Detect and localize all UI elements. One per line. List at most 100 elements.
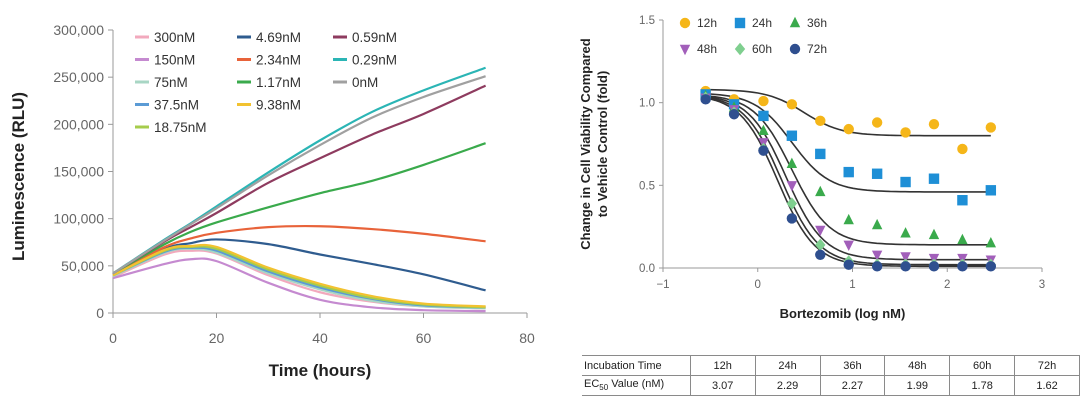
data-point-72h (843, 259, 854, 270)
legend-label: 37.5nM (154, 98, 199, 113)
table-row: Incubation Time 12h 24h 36h 48h 60h 72h (582, 355, 1080, 376)
data-point-72h (728, 109, 740, 120)
data-point-24h (786, 130, 798, 141)
data-point-72h (871, 261, 883, 272)
legend-label: 48h (697, 42, 717, 56)
legend-label: 72h (807, 42, 827, 56)
fit-curve-24h (705, 92, 991, 193)
y-tick-label: 0.5 (639, 180, 655, 192)
legend-label: 12h (697, 16, 717, 30)
data-point-36h (900, 227, 911, 238)
x-tick-label: 40 (312, 330, 328, 346)
series-line-9.38nM (112, 243, 486, 308)
series-line-0nM (112, 75, 486, 275)
y-tick-label: 0.0 (639, 263, 655, 275)
legend-label: 0nM (352, 75, 378, 90)
data-point-12h (843, 123, 854, 135)
data-point-48h (843, 240, 854, 252)
data-point-12h (900, 127, 911, 138)
legend-marker (679, 17, 691, 29)
fit-curve-36h (705, 95, 991, 246)
series-line-1.17nM (112, 142, 486, 275)
legend-label: 150nM (154, 53, 195, 68)
y-tick-label: 0 (96, 305, 104, 321)
y-tick-label: 250,000 (53, 69, 104, 85)
data-point-48h (871, 250, 883, 261)
legend-label: 4.69nM (256, 30, 301, 45)
data-point-24h (815, 148, 826, 160)
table-cell: 48h (884, 355, 951, 376)
table-cell: 1.99 (884, 375, 951, 396)
y-tick-label: 300,000 (53, 22, 104, 38)
data-point-60h (786, 197, 798, 210)
data-point-12h (928, 118, 940, 130)
viability-chart: 0.0 0.5 1.0 1.5 −1 0 1 2 3 Bortezomib (log nM) Cha… (578, 15, 1045, 321)
legend-label: 36h (807, 16, 827, 30)
data-point-12h (871, 117, 883, 128)
data-point-24h (957, 195, 968, 206)
data-point-72h (786, 213, 798, 224)
x-tick-label: 20 (209, 330, 225, 346)
data-point-12h (957, 143, 968, 155)
series-line-2.34nM (112, 224, 486, 276)
y-tick-label: 100,000 (53, 211, 104, 227)
fit-curve-48h (705, 95, 991, 261)
x-tick-label: 0 (755, 279, 761, 291)
x-tick-label: −1 (656, 279, 669, 291)
legend-label: 24h (752, 16, 772, 30)
data-point-36h (843, 213, 854, 225)
data-point-24h (900, 176, 911, 188)
y-axis-title-line2: to Vehicle Control (fold) (595, 71, 610, 218)
legend-label: 300nM (154, 30, 195, 45)
data-point-36h (985, 237, 997, 248)
data-point-36h (957, 233, 968, 245)
x-tick-label: 1 (849, 279, 855, 291)
data-point-72h (985, 261, 997, 272)
legend-marker (734, 17, 746, 29)
legend-marker (734, 42, 746, 56)
data-point-24h (985, 185, 997, 196)
series-line-0.59nM (112, 84, 487, 275)
x-tick-label: 80 (519, 330, 535, 346)
data-point-12h (758, 95, 769, 107)
y-axis-title: Luminescence (RLU) (9, 92, 28, 261)
y-tick-label: 50,000 (61, 258, 104, 274)
x-tick-label: 2 (944, 279, 950, 291)
series-line-4.69nM (112, 238, 486, 292)
data-point-36h (871, 218, 883, 230)
data-point-48h (815, 225, 826, 237)
legend-label: 18.75nM (154, 120, 207, 135)
data-point-24h (758, 110, 769, 122)
ec-suffix: Value (nM) (608, 378, 665, 391)
data-point-24h (843, 166, 854, 178)
table-cell: 1.62 (1014, 375, 1080, 396)
data-point-72h (758, 145, 769, 156)
data-point-72h (815, 249, 826, 260)
table-cell: 2.27 (819, 375, 886, 396)
ec-prefix: EC (584, 378, 600, 391)
legend-label: 75nM (154, 75, 188, 90)
y-tick-label: 200,000 (53, 116, 104, 132)
table-cell: 3.07 (689, 375, 756, 396)
x-axis-title: Bortezomib (log nM) (780, 306, 906, 321)
data-point-48h (786, 181, 798, 192)
table-cell: 36h (819, 355, 886, 376)
legend-label: 2.34nM (256, 53, 301, 68)
data-point-36h (815, 185, 826, 197)
y-tick-label: 1.0 (639, 98, 655, 110)
legend-label: 0.29nM (352, 53, 397, 68)
data-point-72h (957, 261, 968, 272)
table-cell: 72h (1014, 355, 1080, 376)
x-tick-label: 3 (1039, 279, 1045, 291)
legend-label: 60h (752, 42, 772, 56)
table-row-label: EC50 Value (nM) (582, 375, 691, 396)
luminescence-chart: 0 50,000 100,000 150,000 200,000 250,000 300,0… (9, 22, 535, 380)
data-point-36h (758, 124, 769, 135)
fit-curve-60h (705, 96, 991, 266)
legend-marker (789, 43, 801, 55)
data-point-12h (786, 99, 798, 110)
table-row-label: Incubation Time (582, 355, 691, 376)
x-tick-label: 0 (109, 330, 117, 346)
data-point-24h (928, 173, 940, 184)
ec50-table: Incubation Time 12h 24h 36h 48h 60h 72h … (582, 355, 1080, 396)
